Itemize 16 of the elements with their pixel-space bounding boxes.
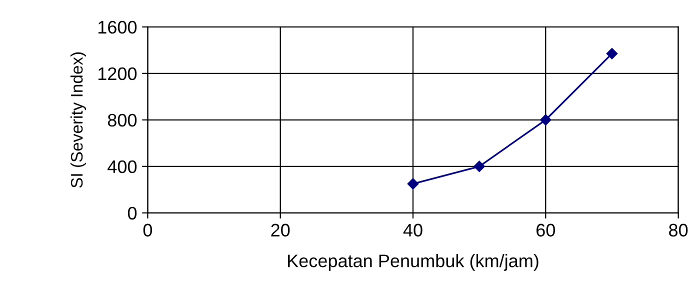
y-tick-label: 0 [128, 206, 137, 220]
point [606, 48, 618, 60]
y-tick-label: 400 [108, 160, 137, 174]
x-tick-label: 40 [403, 224, 422, 237]
point [474, 160, 485, 172]
point [540, 114, 552, 126]
x-tick-label: 80 [669, 224, 688, 237]
y-axis-title: SI (Severity Index) [70, 52, 86, 188]
y-tick-label: 1200 [98, 67, 137, 80]
x-tick-label: 60 [536, 224, 555, 237]
x-tick-label: 20 [271, 224, 290, 237]
x-axis-title: Kecepatan Penumbuk (km/jam) [288, 254, 538, 271]
point [407, 178, 419, 190]
x-tick-label: 0 [143, 224, 152, 237]
y-tick-label: 1600 [98, 20, 137, 34]
y-tick-label: 800 [108, 114, 137, 127]
